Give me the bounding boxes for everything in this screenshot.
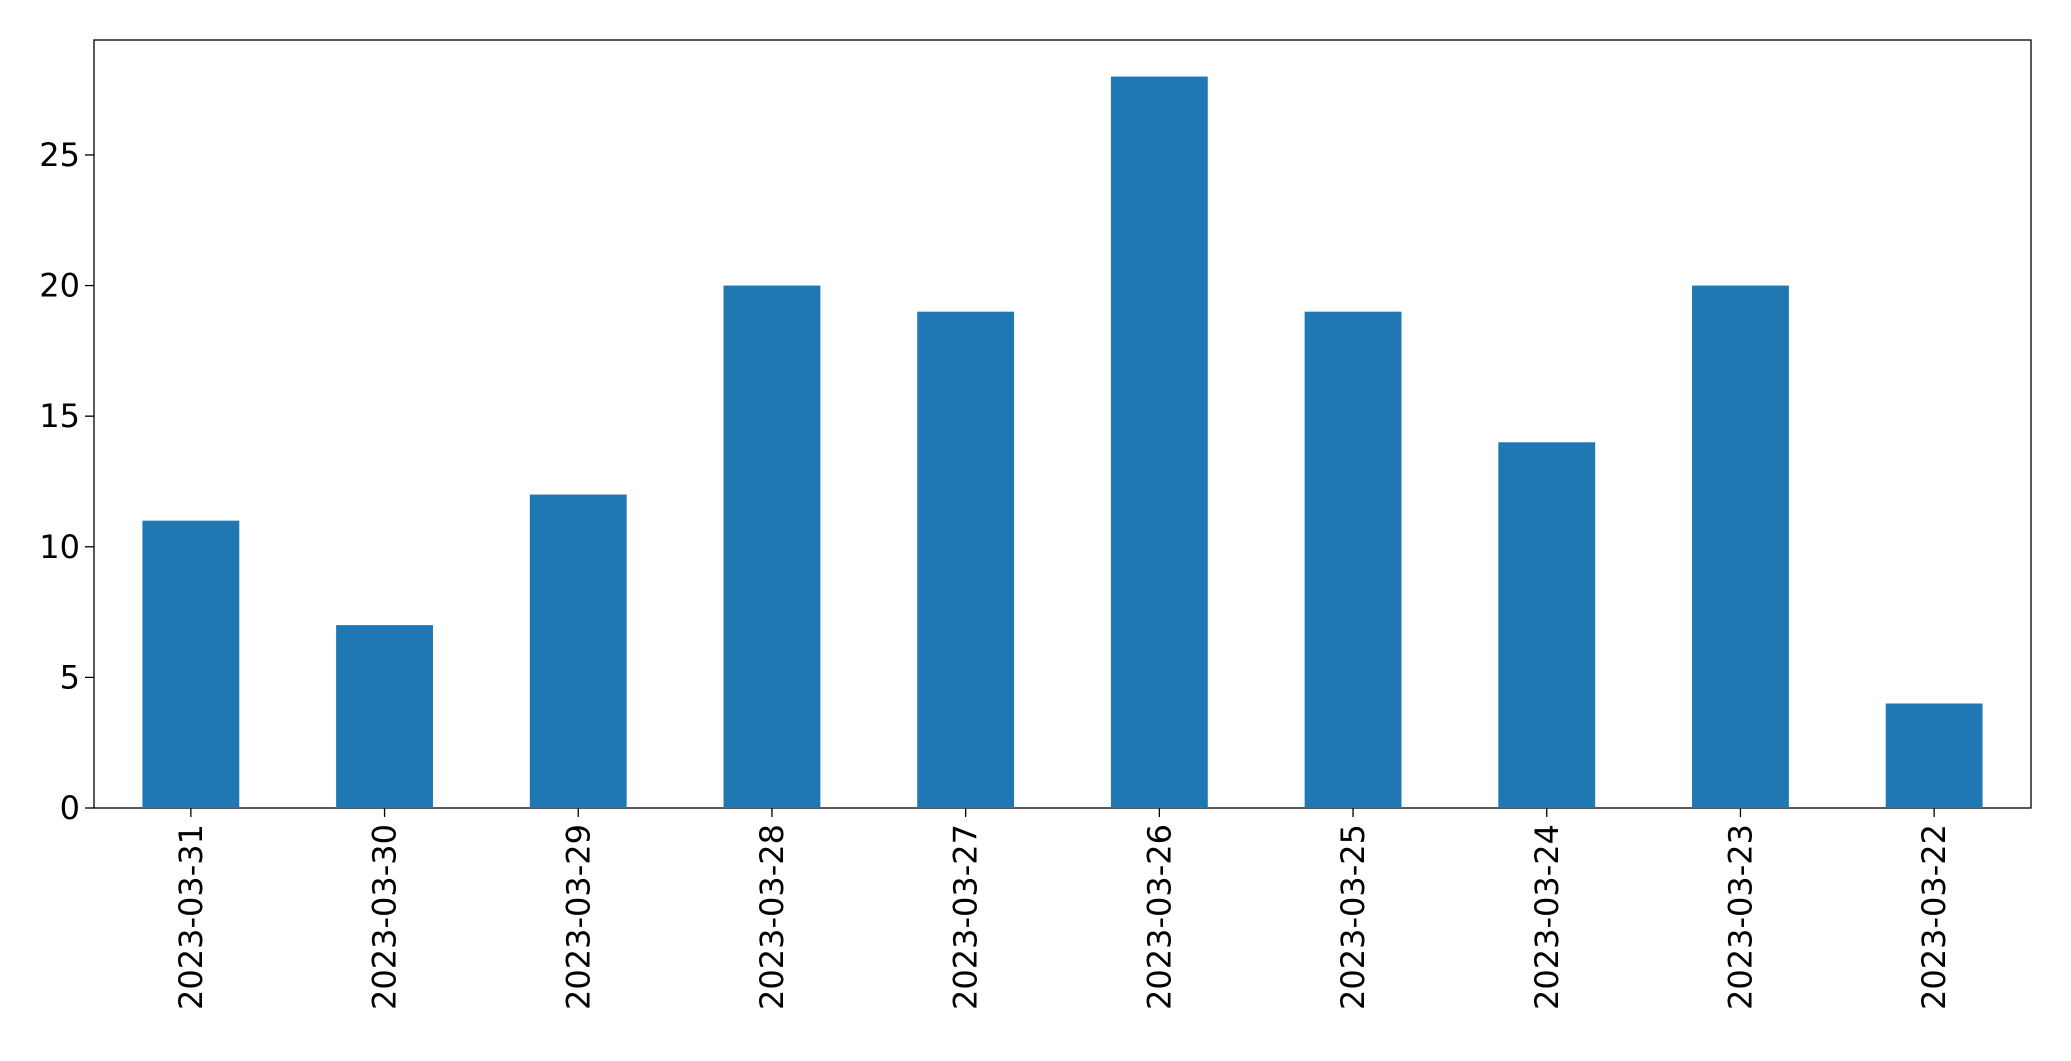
y-tick-label: 0 <box>60 789 80 827</box>
x-tick-label: 2023-03-25 <box>1334 824 1372 1010</box>
bar <box>1885 703 1983 808</box>
bar <box>1110 76 1208 809</box>
x-tick-label: 2023-03-31 <box>172 824 210 1010</box>
bar <box>1498 442 1596 808</box>
x-tick-label: 2023-03-23 <box>1721 824 1759 1010</box>
x-tick-label: 2023-03-29 <box>559 824 597 1010</box>
x-tick-label: 2023-03-22 <box>1915 824 1953 1010</box>
plot-frame <box>93 39 2032 809</box>
bar <box>529 494 627 808</box>
bar <box>723 285 821 808</box>
y-tick-label: 15 <box>39 397 80 435</box>
x-tick-label: 2023-03-27 <box>947 824 985 1010</box>
bar <box>1692 285 1789 808</box>
bar <box>917 311 1015 808</box>
y-tick-label: 25 <box>39 136 80 174</box>
y-tick-label: 20 <box>39 267 80 305</box>
y-tick-label: 10 <box>39 528 80 566</box>
bar <box>1304 311 1402 808</box>
x-tick-label: 2023-03-30 <box>366 824 404 1010</box>
y-tick-label: 5 <box>60 658 80 696</box>
x-tick-label: 2023-03-24 <box>1528 824 1566 1010</box>
bar <box>142 520 240 808</box>
bar <box>336 625 433 808</box>
x-tick-label: 2023-03-28 <box>753 824 791 1010</box>
x-tick-label: 2023-03-26 <box>1140 824 1178 1010</box>
